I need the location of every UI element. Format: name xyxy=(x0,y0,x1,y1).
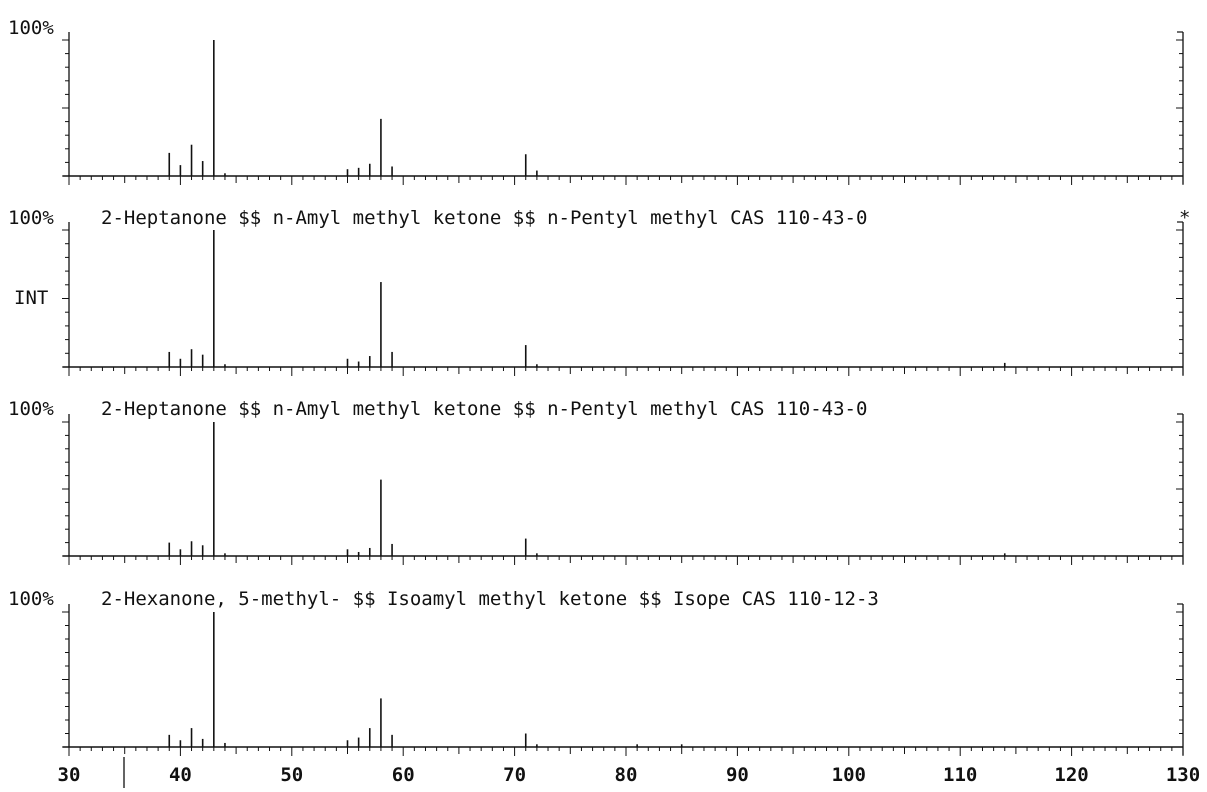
x-tick-label: 120 xyxy=(1054,764,1088,786)
spectrum-panel-3: 100% 2-Heptanone $$ n-Amyl methyl ketone … xyxy=(8,398,1184,565)
x-tick-label: 90 xyxy=(726,764,749,786)
x-tick-label: 130 xyxy=(1166,764,1200,786)
x-tick-label: 100 xyxy=(832,764,866,786)
x-tick-label: 60 xyxy=(392,764,415,786)
panel-title: 2-Heptanone $$ n-Amyl methyl ketone $$ n… xyxy=(101,207,867,229)
spectrum-panel-1: 100% xyxy=(8,17,1184,185)
panel-top-label: 100% xyxy=(8,17,54,39)
spectrum-panels: 100% 100% 2-Heptanone $$ n-Amyl methyl ket… xyxy=(8,17,1190,756)
x-tick-label: 50 xyxy=(280,764,303,786)
panel-top-label: 100% xyxy=(8,398,54,420)
spectrum-panel-4: 100% 2-Hexanone, 5-methyl- $$ Isoamyl met… xyxy=(8,588,1184,756)
x-tick-label: 40 xyxy=(169,764,192,786)
x-axis-tick-labels: 30 40 50 60 70 80 90 100 110 120 130 xyxy=(58,757,1200,788)
x-tick-label: 80 xyxy=(615,764,638,786)
panel-title: 2-Hexanone, 5-methyl- $$ Isoamyl methyl … xyxy=(101,588,879,610)
x-tick-label: 110 xyxy=(943,764,977,786)
panel-top-label: 100% xyxy=(8,588,54,610)
spectrum-panel-2: 100% 2-Heptanone $$ n-Amyl methyl ketone … xyxy=(8,207,1190,376)
panel-title: 2-Heptanone $$ n-Amyl methyl ketone $$ n… xyxy=(101,398,867,420)
panel-top-label: 100% xyxy=(8,207,54,229)
x-tick-label: 30 xyxy=(58,764,81,786)
y-axis-label: INT xyxy=(14,287,48,309)
panel-marker: * xyxy=(1179,207,1190,229)
x-tick-label: 70 xyxy=(503,764,526,786)
